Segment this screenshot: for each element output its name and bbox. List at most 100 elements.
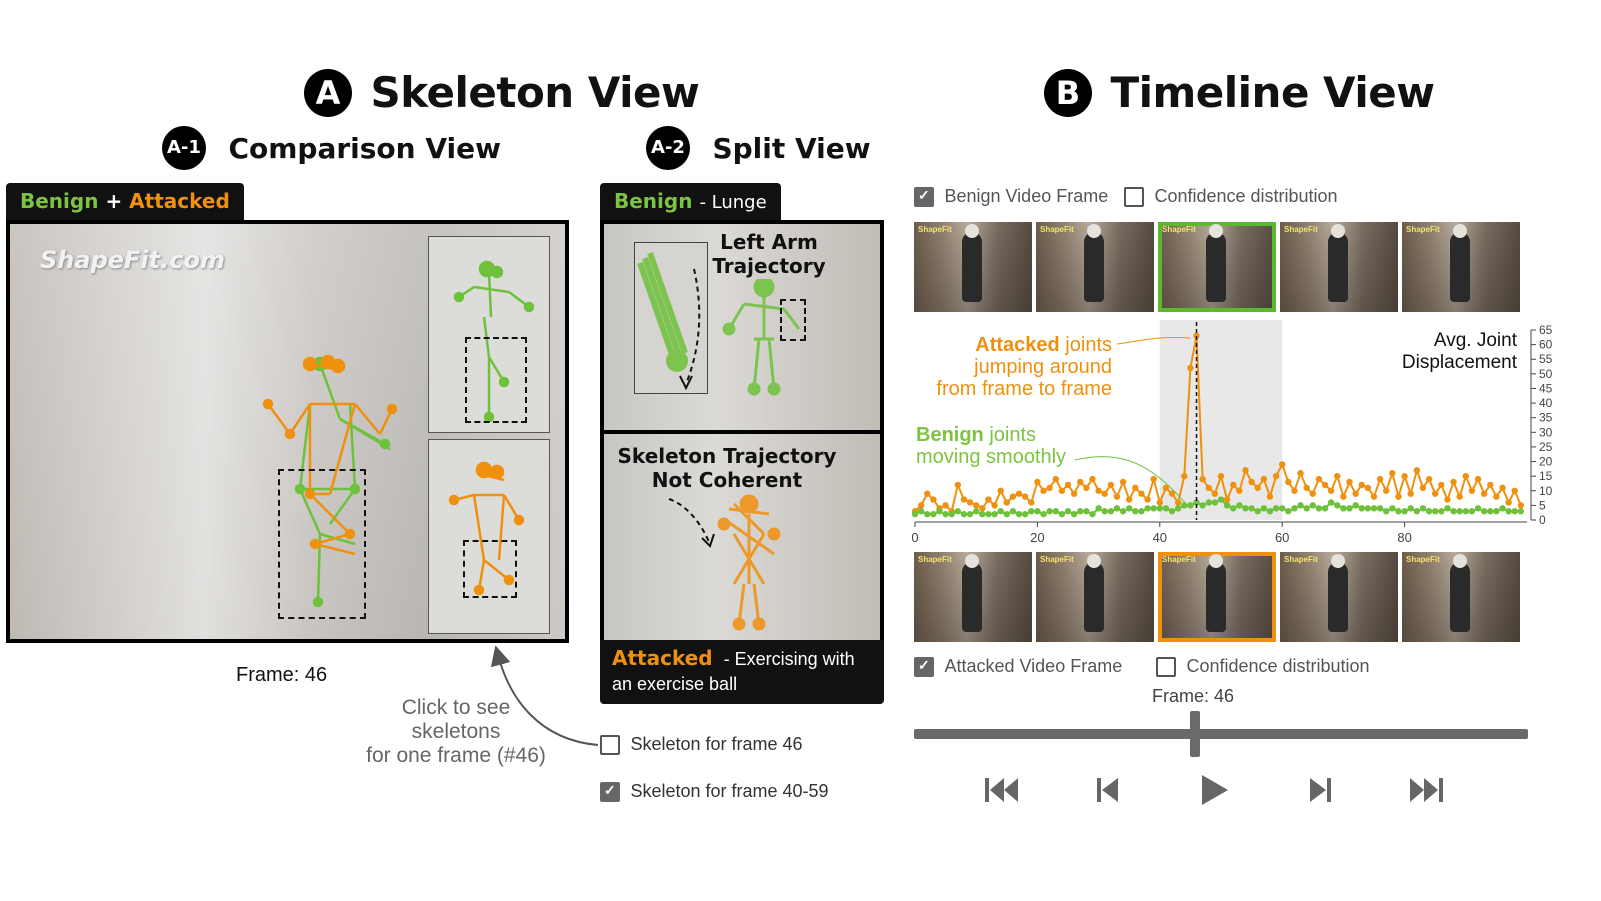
y-axis-label-line-2: Displacement xyxy=(1402,352,1518,373)
benign-point xyxy=(930,510,937,518)
step-back-icon[interactable] xyxy=(1088,772,1128,808)
benign-inset[interactable] xyxy=(428,236,550,433)
benign-point xyxy=(1138,508,1145,515)
attacked-point xyxy=(1383,487,1390,494)
timeline-view-header: B Timeline View xyxy=(1044,68,1435,117)
attacked-point xyxy=(1315,475,1323,483)
attacked-thumb-selected[interactable]: ShapeFit xyxy=(1158,552,1276,642)
benign-point xyxy=(1340,505,1347,512)
attacked-frame-toggle[interactable]: Attacked Video Frame xyxy=(914,656,1122,677)
benign-thumb[interactable]: ShapeFit xyxy=(1036,222,1154,312)
benign-frame-strip[interactable]: ShapeFit ShapeFit ShapeFit ShapeFit Shap… xyxy=(914,222,1520,312)
y-tick-label: 65 xyxy=(1539,323,1553,337)
comparison-view-canvas[interactable]: ShapeFit.com xyxy=(6,220,569,643)
attacked-point xyxy=(1346,478,1353,486)
hint-arrow xyxy=(490,645,599,746)
attacked-thumb[interactable]: ShapeFit xyxy=(1280,552,1398,642)
split-benign-tab-suffix: - Lunge xyxy=(699,192,767,213)
thumb-logo: ShapeFit xyxy=(1284,225,1318,234)
benign-point xyxy=(1321,505,1329,512)
benign-point xyxy=(1480,508,1488,515)
benign-point xyxy=(973,508,980,515)
attacked-point xyxy=(1028,499,1035,506)
benign-thumb[interactable]: ShapeFit xyxy=(1280,222,1398,312)
attacked-thumb[interactable]: ShapeFit xyxy=(1036,552,1154,642)
play-icon[interactable] xyxy=(1194,772,1234,808)
benign-point xyxy=(1395,508,1402,515)
benign-point xyxy=(1358,505,1365,512)
benign-point xyxy=(1205,499,1212,506)
benign-point xyxy=(1401,508,1408,515)
checkbox-frame-46[interactable]: Skeleton for frame 46 xyxy=(600,734,803,755)
attacked-point xyxy=(973,502,980,509)
checkbox-frame-46-box[interactable] xyxy=(600,734,620,755)
attacked-point xyxy=(1395,493,1402,500)
section-b-badge: B xyxy=(1044,68,1092,117)
frame-slider-track[interactable] xyxy=(914,729,1528,739)
benign-frame-toggle[interactable]: Benign Video Frame xyxy=(914,186,1108,207)
skip-to-start-icon[interactable] xyxy=(982,772,1022,808)
attacked-point xyxy=(1327,487,1335,494)
attacked-point xyxy=(1456,493,1463,500)
attacked-confidence-checkbox[interactable] xyxy=(1156,656,1176,677)
benign-point xyxy=(991,510,998,518)
comparison-tab-benign: Benign xyxy=(20,189,99,213)
benign-point xyxy=(1266,508,1274,515)
attacked-point xyxy=(1352,490,1359,497)
benign-point xyxy=(1058,510,1066,518)
benign-point xyxy=(942,510,949,518)
y-tick-label: 30 xyxy=(1539,425,1553,439)
skip-to-end-icon[interactable] xyxy=(1406,772,1446,808)
benign-thumb[interactable]: ShapeFit xyxy=(914,222,1032,312)
attacked-point xyxy=(1193,332,1200,340)
benign-frame-label: Benign Video Frame xyxy=(944,186,1109,206)
benign-point xyxy=(924,510,931,518)
attacked-point xyxy=(954,481,962,489)
attacked-point xyxy=(1474,475,1482,483)
checkbox-frame-40-59-box[interactable] xyxy=(600,781,620,802)
benign-annotation-rest-2: moving smoothly xyxy=(916,446,1067,468)
benign-thumb-selected[interactable]: ShapeFit xyxy=(1158,222,1276,312)
benign-frame-checkbox[interactable] xyxy=(914,186,934,207)
attacked-point xyxy=(1309,490,1316,497)
attacked-point xyxy=(1040,487,1047,494)
benign-series-line xyxy=(914,498,1521,516)
attacked-point xyxy=(1156,499,1163,506)
attacked-point xyxy=(1248,478,1255,486)
checkbox-frame-40-59[interactable]: Skeleton for frame 40-59 xyxy=(600,781,829,802)
attacked-point xyxy=(1407,490,1414,497)
benign-point xyxy=(1150,505,1157,512)
frame-slider-handle[interactable] xyxy=(1190,711,1200,757)
displacement-chart[interactable]: 0 20 40 60 8005101520253035404550556065Avg. … xyxy=(905,318,1565,548)
benign-thumb[interactable]: ShapeFit xyxy=(1402,222,1520,312)
attacked-point xyxy=(1236,487,1243,494)
attacked-point xyxy=(991,502,998,509)
benign-point xyxy=(1468,508,1476,515)
thumb-logo: ShapeFit xyxy=(1406,555,1440,564)
y-tick-label: 45 xyxy=(1539,381,1553,395)
attacked-annotation-rest-3: from frame to frame xyxy=(936,378,1112,400)
attacked-point xyxy=(1095,487,1102,494)
benign-split-panel[interactable]: Left Arm Trajectory xyxy=(604,224,880,434)
attacked-thumb[interactable]: ShapeFit xyxy=(914,552,1032,642)
attacked-confidence-label: Confidence distribution xyxy=(1186,656,1370,676)
benign-point xyxy=(1438,508,1445,515)
split-view-canvas[interactable]: Left Arm Trajectory Skeleton Trajectory … xyxy=(600,220,884,644)
attacked-confidence-toggle[interactable]: Confidence distribution xyxy=(1156,656,1370,677)
step-forward-icon[interactable] xyxy=(1300,772,1340,808)
benign-confidence-toggle[interactable]: Confidence distribution xyxy=(1124,186,1338,207)
thumb-logo: ShapeFit xyxy=(918,555,952,564)
attacked-inset[interactable] xyxy=(428,439,550,634)
attacked-point xyxy=(1297,470,1304,477)
attacked-thumb[interactable]: ShapeFit xyxy=(1402,552,1520,642)
attacked-split-panel[interactable]: Skeleton Trajectory Not Coherent xyxy=(604,434,880,640)
attacked-frame-strip[interactable]: ShapeFit ShapeFit ShapeFit ShapeFit Shap… xyxy=(914,552,1520,642)
benign-point xyxy=(1254,508,1261,515)
attacked-point xyxy=(917,502,925,509)
benign-confidence-checkbox[interactable] xyxy=(1124,186,1144,207)
selection-box-benign xyxy=(465,337,527,423)
attacked-point xyxy=(1487,481,1494,489)
attacked-annotation: Attacked joints jumping around from fram… xyxy=(900,334,1112,400)
attacked-frame-checkbox[interactable] xyxy=(914,656,934,677)
attacked-point xyxy=(1468,487,1476,494)
